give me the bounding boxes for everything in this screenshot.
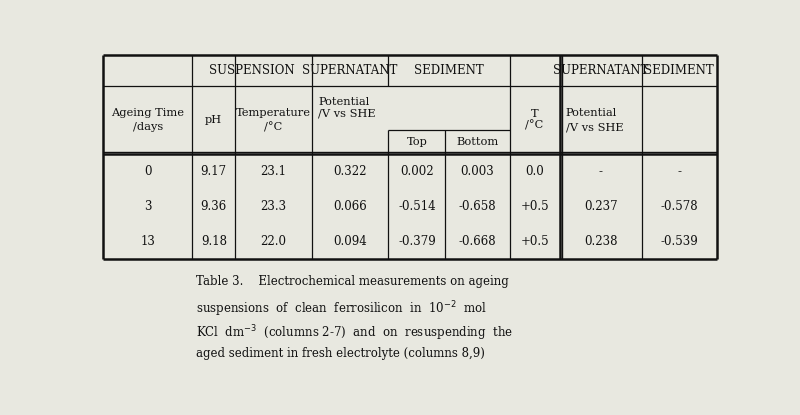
Text: 13: 13 (140, 235, 155, 248)
Text: 0.322: 0.322 (334, 165, 367, 178)
Text: /V vs SHE: /V vs SHE (566, 122, 623, 132)
Text: -0.668: -0.668 (458, 235, 496, 248)
Text: 3: 3 (144, 200, 151, 213)
Text: +0.5: +0.5 (520, 235, 549, 248)
Text: /days: /days (133, 122, 162, 132)
Text: Table 3.    Electrochemical measurements on ageing: Table 3. Electrochemical measurements on… (196, 275, 509, 288)
Text: Temperature: Temperature (236, 108, 311, 118)
Text: -0.514: -0.514 (398, 200, 436, 213)
Text: Potential: Potential (566, 108, 617, 118)
Text: Top: Top (406, 137, 427, 147)
Text: aged sediment in fresh electrolyte (columns 8,9): aged sediment in fresh electrolyte (colu… (196, 347, 485, 360)
Text: 0: 0 (144, 165, 151, 178)
Text: 0.0: 0.0 (525, 165, 544, 178)
Text: -: - (598, 165, 602, 178)
Text: 0.237: 0.237 (584, 200, 618, 213)
Text: -0.379: -0.379 (398, 235, 436, 248)
Text: 0.002: 0.002 (400, 165, 434, 178)
Text: 9.17: 9.17 (201, 165, 227, 178)
Text: -0.658: -0.658 (458, 200, 496, 213)
Text: /V vs SHE: /V vs SHE (318, 109, 375, 119)
Text: +0.5: +0.5 (520, 200, 549, 213)
Text: /°C: /°C (265, 122, 282, 132)
Text: 9.18: 9.18 (201, 235, 226, 248)
Text: 0.066: 0.066 (334, 200, 367, 213)
Text: 23.1: 23.1 (261, 165, 286, 178)
Text: 9.36: 9.36 (201, 200, 227, 213)
Text: 0.238: 0.238 (584, 235, 618, 248)
Text: -0.539: -0.539 (661, 235, 698, 248)
Text: KCl  dm$^{-3}$  (columns 2-7)  and  on  resuspending  the: KCl dm$^{-3}$ (columns 2-7) and on resus… (196, 323, 514, 343)
Text: Potential: Potential (318, 98, 370, 107)
Text: 0.094: 0.094 (334, 235, 367, 248)
Text: 0.003: 0.003 (461, 165, 494, 178)
Text: 22.0: 22.0 (261, 235, 286, 248)
Text: 23.3: 23.3 (261, 200, 286, 213)
Text: -0.578: -0.578 (661, 200, 698, 213)
Text: pH: pH (205, 115, 222, 125)
Text: SUSPENSION: SUSPENSION (210, 64, 295, 77)
Text: T: T (530, 109, 538, 119)
Text: SUPERNATANT: SUPERNATANT (302, 64, 398, 77)
Text: suspensions  of  clean  ferrosilicon  in  10$^{-2}$  mol: suspensions of clean ferrosilicon in 10$… (196, 299, 487, 319)
Text: SUPERNATANT: SUPERNATANT (553, 64, 648, 77)
Text: SEDIMENT: SEDIMENT (414, 64, 484, 77)
Text: Ageing Time: Ageing Time (111, 108, 184, 118)
Text: -: - (678, 165, 682, 178)
Text: /°C: /°C (526, 120, 544, 131)
Text: Bottom: Bottom (456, 137, 498, 147)
Text: SEDIMENT: SEDIMENT (645, 64, 714, 77)
